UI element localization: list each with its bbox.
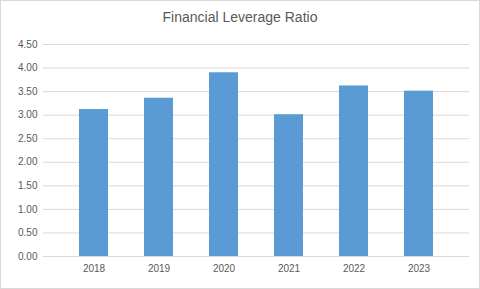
svg-text:2023: 2023 <box>408 263 431 274</box>
svg-text:0.00: 0.00 <box>18 251 38 262</box>
svg-text:1.00: 1.00 <box>18 204 38 215</box>
svg-text:2019: 2019 <box>148 263 171 274</box>
svg-text:2022: 2022 <box>343 263 366 274</box>
svg-text:2.50: 2.50 <box>18 133 38 144</box>
html-text:Financial Leverage Ratio: Financial Leverage Ratio <box>162 9 318 25</box>
svg-text:1.50: 1.50 <box>18 180 38 191</box>
svg-text:3.50: 3.50 <box>18 86 38 97</box>
svg-text:2021: 2021 <box>278 263 301 274</box>
svg-text:2018: 2018 <box>83 263 106 274</box>
svg-text:4.50: 4.50 <box>18 39 38 50</box>
svg-text:2.00: 2.00 <box>18 156 38 167</box>
svg-text:0.50: 0.50 <box>18 227 38 238</box>
svg-text:4.00: 4.00 <box>18 62 38 73</box>
svg-text:3.00: 3.00 <box>18 109 38 120</box>
svg-text:2020: 2020 <box>213 263 236 274</box>
